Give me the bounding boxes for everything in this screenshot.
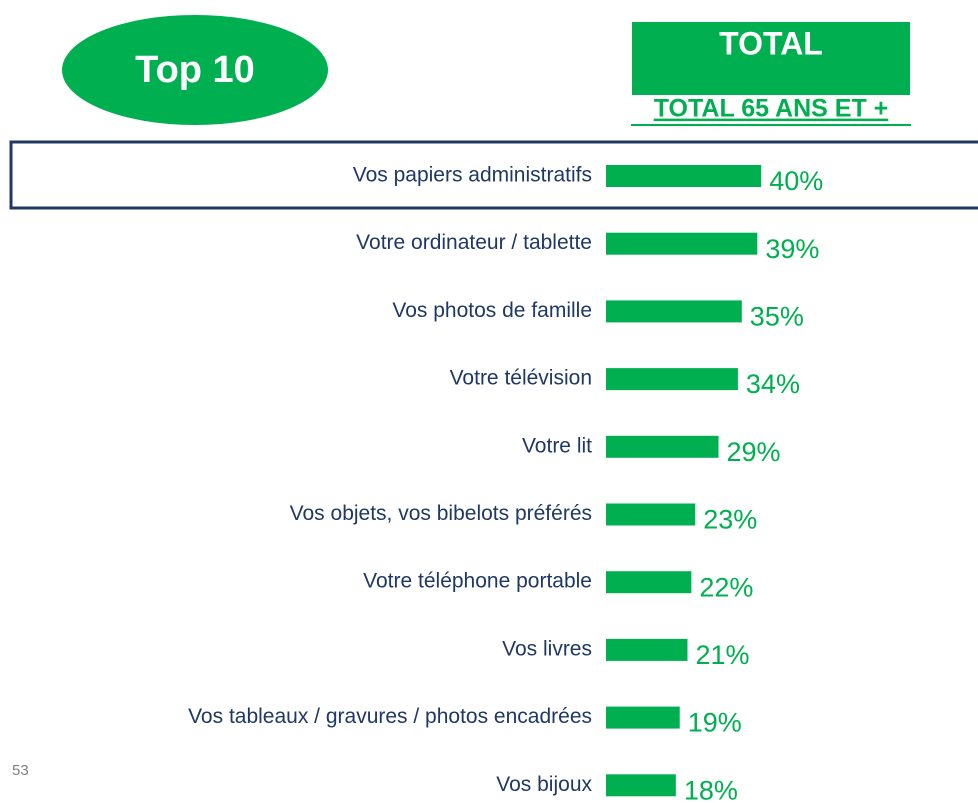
value-label: 34% xyxy=(746,369,800,399)
category-label: Vos papiers administratifs xyxy=(353,164,592,187)
value-label: 18% xyxy=(684,775,738,803)
bar xyxy=(606,300,742,323)
header: TOTAL xyxy=(719,25,823,61)
value-label: 22% xyxy=(699,572,753,602)
bar xyxy=(606,774,676,797)
badge: Top 10 xyxy=(135,49,255,91)
subtitle: TOTAL 65 ANS ET + xyxy=(654,95,889,123)
page-number: 53 xyxy=(12,762,29,779)
category-label: Vos bijoux xyxy=(496,773,592,796)
value-label: 21% xyxy=(695,640,749,670)
category-label: Votre lit xyxy=(522,434,592,457)
category-label: Vos objets, vos bibelots préférés xyxy=(290,502,592,525)
bar xyxy=(606,368,738,391)
value-label: 19% xyxy=(688,708,742,738)
bar xyxy=(606,232,758,255)
value-label: 35% xyxy=(750,302,804,332)
bar xyxy=(606,571,692,594)
bar xyxy=(606,435,719,458)
value-label: 39% xyxy=(765,234,819,264)
value-label: 23% xyxy=(703,505,757,535)
bar xyxy=(606,706,680,729)
value-label: 29% xyxy=(727,437,781,467)
category-label: Vos tableaux / gravures / photos encadré… xyxy=(188,705,592,728)
bar xyxy=(606,638,688,661)
badge-shape xyxy=(62,15,328,125)
header-box xyxy=(632,22,910,95)
category-label: Vos photos de famille xyxy=(392,299,592,322)
category-label: Votre téléphone portable xyxy=(363,570,592,593)
category-label: Votre ordinateur / tablette xyxy=(356,231,592,254)
bar xyxy=(606,165,762,187)
value-label: 40% xyxy=(769,166,823,196)
highlight-box xyxy=(9,140,978,210)
bar xyxy=(606,503,696,526)
category-label: Votre télévision xyxy=(450,367,592,390)
category-label: Vos livres xyxy=(502,637,592,660)
